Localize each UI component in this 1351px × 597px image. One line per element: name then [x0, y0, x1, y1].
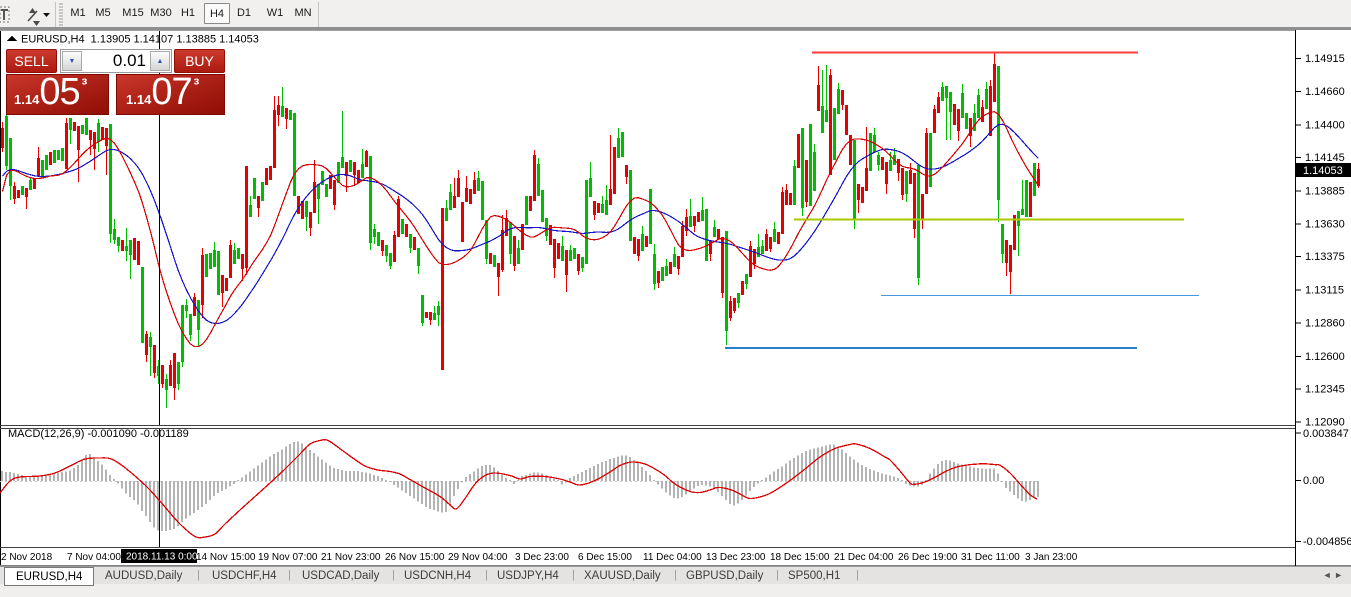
svg-text:1.14145: 1.14145 [1305, 152, 1345, 164]
svg-text:3 Jan 23:00: 3 Jan 23:00 [1025, 552, 1078, 563]
svg-text:1.14660: 1.14660 [1305, 86, 1345, 98]
svg-text:14 Nov 15:00: 14 Nov 15:00 [196, 552, 256, 563]
svg-text:1.14400: 1.14400 [1305, 119, 1345, 131]
svg-text:29 Nov 04:00: 29 Nov 04:00 [448, 552, 508, 563]
svg-text:7 Nov 04:00: 7 Nov 04:00 [67, 552, 121, 563]
svg-text:EURUSD,H4 1.13905 1.14107 1.1: EURUSD,H4 1.13905 1.14107 1.13885 1.1405… [21, 34, 259, 46]
svg-text:1.13115: 1.13115 [1305, 285, 1344, 297]
svg-text:-0.004856: -0.004856 [1303, 536, 1351, 548]
svg-text:21 Dec 04:00: 21 Dec 04:00 [834, 552, 894, 563]
svg-text:1.13630: 1.13630 [1305, 218, 1345, 230]
svg-text:11 Dec 04:00: 11 Dec 04:00 [643, 552, 702, 563]
svg-text:1.13885: 1.13885 [1305, 186, 1345, 198]
svg-text:1.13375: 1.13375 [1305, 251, 1345, 263]
svg-text:26 Nov 15:00: 26 Nov 15:00 [385, 552, 445, 563]
svg-text:2018.11.13 0:00: 2018.11.13 0:00 [126, 552, 198, 563]
svg-text:MACD(12,26,9) -0.001090 -0.001: MACD(12,26,9) -0.001090 -0.001189 [8, 428, 189, 440]
svg-text:1.12345: 1.12345 [1305, 384, 1345, 396]
svg-text:1.12600: 1.12600 [1305, 351, 1345, 363]
svg-text:6 Dec 15:00: 6 Dec 15:00 [578, 552, 632, 563]
svg-text:26 Dec 19:00: 26 Dec 19:00 [898, 552, 958, 563]
svg-text:1.14053: 1.14053 [1303, 165, 1343, 177]
svg-text:13 Dec 23:00: 13 Dec 23:00 [706, 552, 766, 563]
svg-text:1.12090: 1.12090 [1305, 417, 1345, 429]
svg-text:0.00: 0.00 [1303, 475, 1324, 487]
svg-text:21 Nov 23:00: 21 Nov 23:00 [321, 552, 381, 563]
svg-text:31 Dec 11:00: 31 Dec 11:00 [961, 552, 1020, 563]
svg-text:19 Nov 07:00: 19 Nov 07:00 [258, 552, 318, 563]
svg-text:18 Dec 15:00: 18 Dec 15:00 [770, 552, 830, 563]
svg-text:1.14915: 1.14915 [1305, 53, 1345, 65]
svg-text:1.12860: 1.12860 [1305, 318, 1345, 330]
svg-text:3 Dec 23:00: 3 Dec 23:00 [515, 552, 569, 563]
svg-text:0.003847: 0.003847 [1303, 428, 1349, 440]
svg-text:2 Nov 2018: 2 Nov 2018 [1, 552, 53, 563]
